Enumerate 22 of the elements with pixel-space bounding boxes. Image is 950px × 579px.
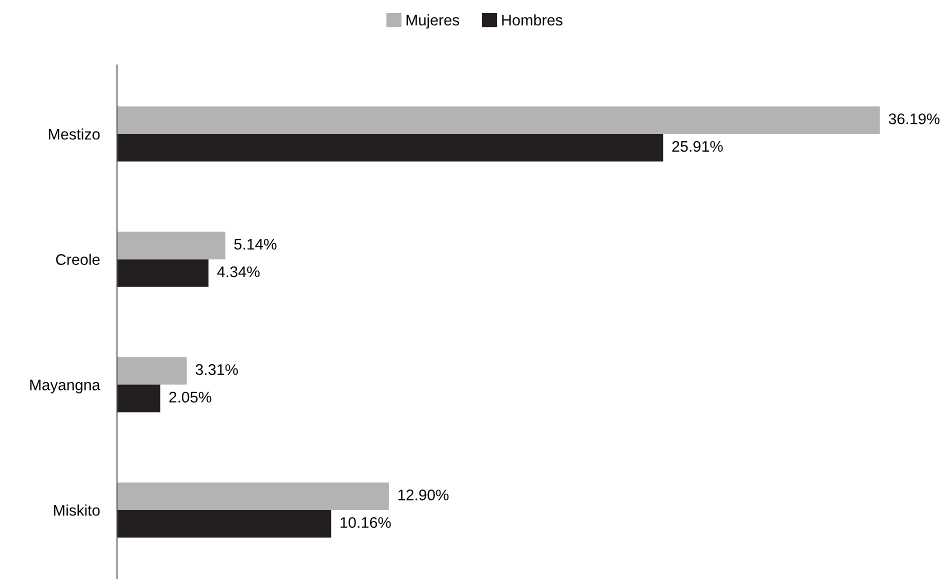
data-label: 25.91%	[672, 141, 723, 152]
bar	[117, 106, 880, 134]
bar	[117, 384, 160, 412]
data-label: 10.16%	[340, 517, 391, 528]
data-label: 4.34%	[217, 266, 260, 278]
bar	[117, 259, 208, 287]
bar	[117, 134, 664, 162]
y-tick-label: Mayangna	[30, 380, 100, 394]
bar	[117, 510, 332, 538]
data-label: 36.19%	[888, 113, 940, 124]
data-label: 5.14%	[234, 238, 276, 250]
data-label: 3.31%	[196, 364, 238, 375]
legend-label: Hombres	[502, 14, 562, 26]
bar	[117, 357, 187, 385]
bar	[117, 232, 226, 260]
y-tick-label: Creole	[56, 254, 100, 266]
y-tick-label: Miskito	[54, 504, 100, 516]
y-tick-label: Mestizo	[48, 128, 100, 140]
data-label: 2.05%	[169, 392, 212, 403]
legend-label: Mujeres	[406, 14, 460, 29]
bar	[117, 482, 389, 510]
data-label: 12.90%	[398, 490, 449, 500]
